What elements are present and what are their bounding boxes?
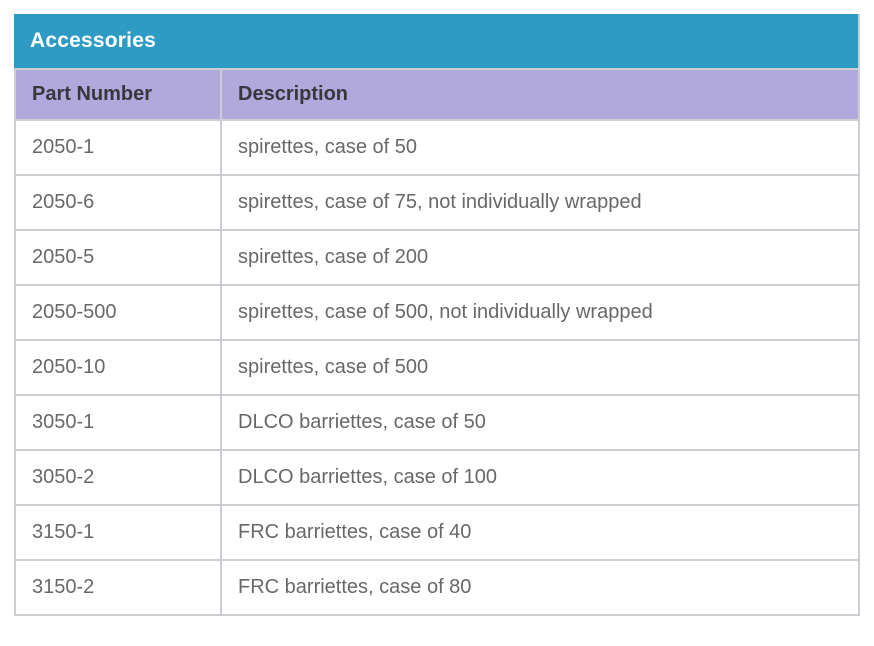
table-row: 3050-1 DLCO barriettes, case of 50 [14,394,860,451]
part-number-cell: 2050-500 [14,284,222,341]
table-body: 2050-1 spirettes, case of 50 2050-6 spir… [14,119,860,616]
parts-table: Part Number Description 2050-1 spirettes… [14,68,860,616]
description-cell: spirettes, case of 75, not individually … [220,174,860,231]
table-row: 2050-1 spirettes, case of 50 [14,119,860,176]
description-cell: FRC barriettes, case of 80 [220,559,860,616]
accessories-table: Accessories Part Number Description 2050… [14,14,860,616]
part-number-cell: 3150-1 [14,504,222,561]
column-header-part-number: Part Number [14,68,222,121]
part-number-cell: 2050-1 [14,119,222,176]
table-row: 3050-2 DLCO barriettes, case of 100 [14,449,860,506]
description-cell: spirettes, case of 500, not individually… [220,284,860,341]
part-number-cell: 3150-2 [14,559,222,616]
column-header-description: Description [220,68,860,121]
part-number-cell: 3050-2 [14,449,222,506]
table-row: 3150-2 FRC barriettes, case of 80 [14,559,860,616]
table-row: 2050-10 spirettes, case of 500 [14,339,860,396]
table-row: 2050-5 spirettes, case of 200 [14,229,860,286]
description-cell: FRC barriettes, case of 40 [220,504,860,561]
table-header: Part Number Description [14,68,860,121]
description-cell: DLCO barriettes, case of 100 [220,449,860,506]
description-cell: spirettes, case of 200 [220,229,860,286]
part-number-cell: 3050-1 [14,394,222,451]
header-row: Part Number Description [14,68,860,121]
description-cell: spirettes, case of 500 [220,339,860,396]
table-row: 3150-1 FRC barriettes, case of 40 [14,504,860,561]
part-number-cell: 2050-10 [14,339,222,396]
description-cell: DLCO barriettes, case of 50 [220,394,860,451]
description-cell: spirettes, case of 50 [220,119,860,176]
table-title-bar: Accessories [14,14,860,68]
part-number-cell: 2050-6 [14,174,222,231]
part-number-cell: 2050-5 [14,229,222,286]
table-row: 2050-500 spirettes, case of 500, not ind… [14,284,860,341]
table-row: 2050-6 spirettes, case of 75, not indivi… [14,174,860,231]
table-title: Accessories [30,29,156,52]
